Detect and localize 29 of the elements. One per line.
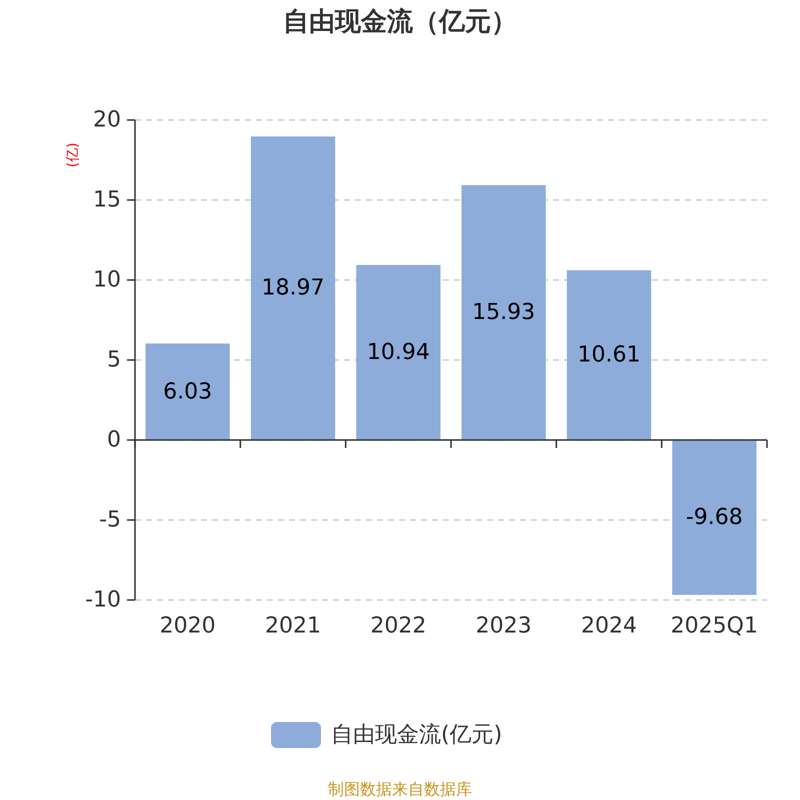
x-tick-label: 2020 [160,614,216,638]
data-label: 10.61 [578,342,640,368]
bar [462,185,546,440]
y-tick-label: 0 [107,428,121,452]
x-tick-label: 2021 [265,614,321,638]
data-label: 6.03 [163,379,212,404]
y-tick-label: -5 [99,508,121,532]
text: 制图数据来自数据库 [328,780,472,798]
data-label: -9.68 [686,504,743,530]
x-tick-label: 2025Q1 [670,614,758,638]
x-tick-label: 2023 [476,614,532,638]
bar [672,440,756,595]
bar [250,136,336,440]
y-axis-title: (亿) [65,142,81,168]
data-label: 18.97 [262,276,324,301]
bar [566,270,652,440]
y-tick-label: 15 [93,188,121,212]
data-label: 15.93 [472,300,536,326]
y-tick-label: 20 [93,108,121,132]
bar [146,344,230,440]
y-tick-label: 10 [93,268,121,292]
y-tick-label: -10 [85,588,121,612]
legend-label: 自由现金流(亿元) [331,722,502,748]
bar [356,264,440,440]
y-tick-label: 5 [107,348,121,372]
data-label: 10.94 [366,340,430,365]
x-tick-label: 2022 [370,614,426,638]
chart-title: 自由现金流（亿元） [283,7,517,37]
x-tick-label: 2024 [581,614,637,638]
